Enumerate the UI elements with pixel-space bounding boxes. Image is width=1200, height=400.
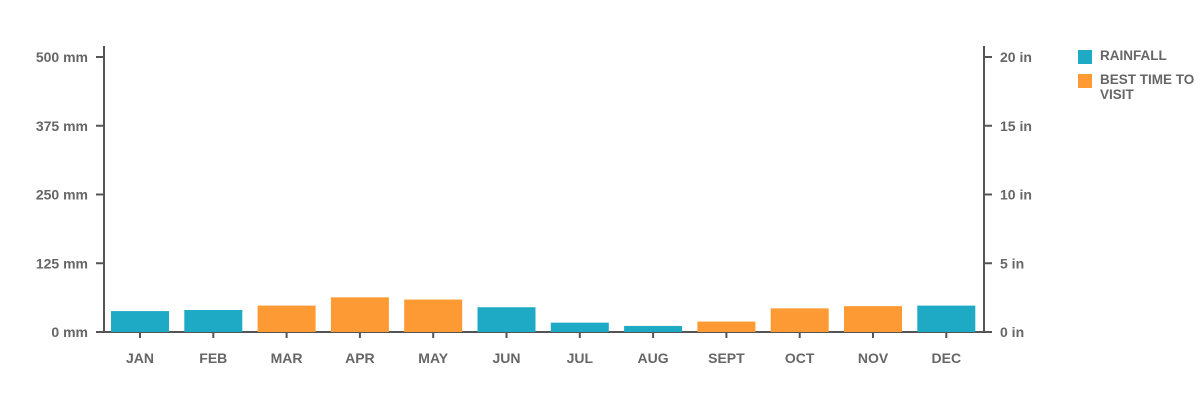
x-tick-label-jul: JUL xyxy=(567,350,594,366)
y2-tick-label-right: 20 in xyxy=(1000,49,1032,65)
bar-oct xyxy=(770,308,829,332)
y2-tick-label-right: 10 in xyxy=(1000,187,1032,203)
x-tick-label-jun: JUN xyxy=(492,350,520,366)
bar-jul xyxy=(550,322,609,332)
bar-dec xyxy=(917,305,976,332)
legend-swatch-rainfall xyxy=(1078,50,1092,64)
x-tick-label-apr: APR xyxy=(345,350,375,366)
bar-aug xyxy=(624,325,683,332)
x-tick-label-may: MAY xyxy=(418,350,448,366)
y2-tick-label-right: 0 in xyxy=(1000,324,1024,340)
legend-swatch-best-time xyxy=(1078,74,1092,88)
bar-jan xyxy=(111,311,169,332)
bar-apr xyxy=(330,297,389,332)
x-tick-label-aug: AUG xyxy=(638,350,669,366)
bar-mar xyxy=(257,305,316,332)
y-tick-label-left: 0 mm xyxy=(51,324,88,340)
legend-label-best-time: BEST TIME TO VISIT xyxy=(1100,72,1195,102)
y2-tick-label-right: 15 in xyxy=(1000,118,1032,134)
legend: RAINFALL BEST TIME TO VISIT xyxy=(1078,48,1198,110)
bar-sept xyxy=(697,321,756,332)
y-tick-label-left: 500 mm xyxy=(36,49,88,65)
y-tick-label-left: 250 mm xyxy=(36,187,88,203)
y-tick-label-left: 375 mm xyxy=(36,118,88,134)
x-tick-label-sept: SEPT xyxy=(708,350,745,366)
x-tick-label-jan: JAN xyxy=(126,350,154,366)
x-tick-label-dec: DEC xyxy=(932,350,962,366)
x-tick-label-nov: NOV xyxy=(858,350,889,366)
bar-jun xyxy=(477,307,536,332)
x-tick-label-oct: OCT xyxy=(785,350,815,366)
y-tick-label-left: 125 mm xyxy=(36,255,88,271)
y2-tick-label-right: 5 in xyxy=(1000,255,1024,271)
x-tick-label-feb: FEB xyxy=(199,350,227,366)
bar-nov xyxy=(844,306,902,332)
legend-item-rainfall: RAINFALL xyxy=(1078,48,1198,64)
bar-may xyxy=(404,299,463,332)
bar-feb xyxy=(184,310,243,332)
x-tick-label-mar: MAR xyxy=(271,350,303,366)
legend-item-best-time: BEST TIME TO VISIT xyxy=(1078,72,1198,102)
legend-label-rainfall: RAINFALL xyxy=(1100,48,1167,63)
